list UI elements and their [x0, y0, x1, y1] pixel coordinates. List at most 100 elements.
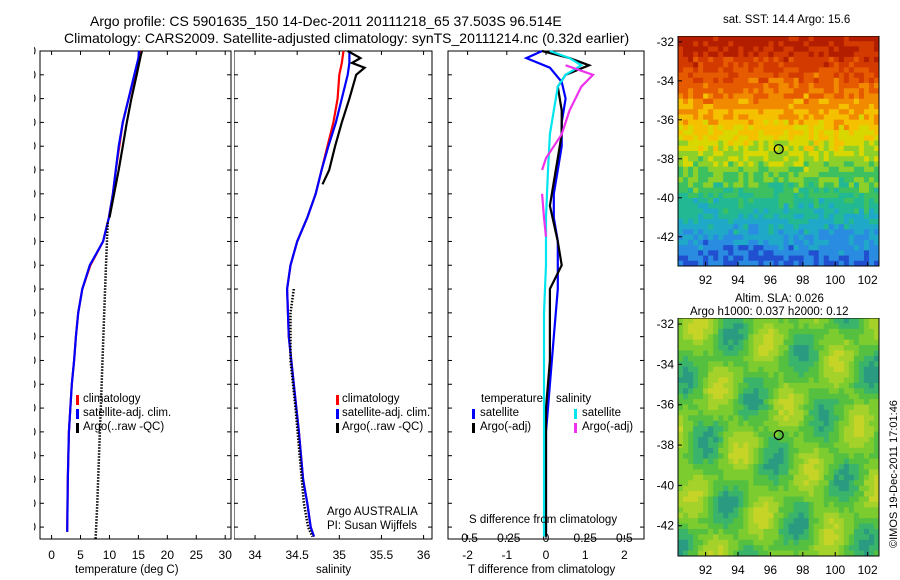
map-cell [768, 83, 774, 89]
map-cell [703, 355, 709, 362]
map-cell [733, 458, 739, 465]
map-cell [823, 361, 830, 368]
map-cell [818, 124, 825, 131]
map-cell [853, 229, 860, 236]
map-cell [728, 507, 734, 514]
map-cell [743, 458, 749, 465]
map-cell [868, 480, 875, 487]
map-cell [818, 114, 825, 121]
map-cell [818, 218, 825, 225]
map-cell [688, 377, 694, 384]
map-cell [798, 51, 805, 58]
map-cell [763, 250, 769, 256]
map-cell [833, 485, 840, 492]
map-cell [718, 93, 724, 100]
map-cell [783, 453, 789, 460]
map-cell [748, 431, 754, 438]
map-cell [713, 345, 719, 351]
map-cell [703, 255, 709, 262]
map-cell [758, 177, 764, 183]
map-cell [788, 135, 794, 141]
map-cell [718, 496, 724, 503]
map-cell [873, 250, 880, 256]
map-cell [873, 404, 880, 411]
map-cell [723, 145, 729, 152]
map-cell [813, 345, 820, 351]
map-cell [843, 415, 850, 422]
map-cell [713, 539, 719, 546]
map-cell [833, 130, 840, 136]
map-cell [858, 260, 865, 267]
map-cell [873, 83, 880, 89]
map-cell [688, 51, 694, 58]
map-cell [863, 177, 870, 183]
map-cell [738, 426, 744, 432]
map-cell [698, 512, 704, 519]
map-cell [718, 372, 724, 378]
map-cell [803, 404, 810, 411]
map-cell [863, 109, 870, 115]
map-cell [783, 334, 789, 341]
map-cell [868, 350, 875, 357]
map-cell [728, 171, 734, 178]
map-cell [763, 88, 769, 94]
map-cell [753, 355, 759, 362]
map-cell [733, 239, 739, 246]
map-cell [688, 512, 694, 519]
map-cell [853, 36, 860, 42]
map-cell [803, 119, 810, 126]
map-cell [768, 350, 774, 357]
map-cell [788, 496, 794, 503]
map-cell [753, 208, 759, 215]
map-cell [803, 415, 810, 422]
map-cell [713, 41, 719, 47]
map-cell [698, 109, 704, 115]
map-cell [683, 442, 689, 449]
map-cell [808, 328, 815, 335]
map-cell [808, 109, 815, 115]
map-cell [703, 507, 709, 514]
map-cell [808, 130, 815, 136]
map-cell [693, 41, 699, 47]
map-cell [708, 361, 714, 368]
map-cell [808, 550, 815, 557]
map-cell [783, 404, 789, 411]
map-cell [788, 255, 794, 262]
map-cell [868, 469, 875, 476]
map-cell [748, 250, 754, 256]
map-cell [853, 404, 860, 411]
map-cell [838, 534, 845, 541]
map-cell [793, 366, 799, 373]
map-cell [773, 507, 779, 514]
map-cell [843, 62, 850, 68]
map-cell [688, 166, 694, 173]
map-cell [778, 388, 784, 395]
map-cell [683, 323, 689, 330]
map-cell [853, 130, 860, 136]
map-cell [683, 523, 689, 530]
map-cell [818, 203, 825, 209]
map-cell [773, 464, 779, 470]
map-cell [828, 377, 835, 384]
map-cell [748, 474, 754, 481]
map-cell [868, 72, 875, 79]
legend3-salinity: salinity [556, 393, 592, 405]
map-cell [748, 518, 754, 524]
y-tick-label: 0 [34, 45, 36, 58]
map-cell [723, 458, 729, 465]
map-cell [693, 523, 699, 530]
map-cell [683, 366, 689, 373]
map-cell [873, 182, 880, 188]
map-cell [768, 523, 774, 530]
map-cell [718, 109, 724, 115]
map2-title-1: Altim. SLA: 0.026 [735, 293, 824, 305]
map-cell [703, 474, 709, 481]
map-cell [763, 534, 769, 541]
map-cell [703, 415, 709, 422]
map-cell [843, 355, 850, 362]
map-cell [828, 442, 835, 449]
map-cell [728, 534, 734, 541]
map-cell [868, 366, 875, 373]
map-cell [793, 234, 799, 241]
map-cell [838, 334, 845, 341]
